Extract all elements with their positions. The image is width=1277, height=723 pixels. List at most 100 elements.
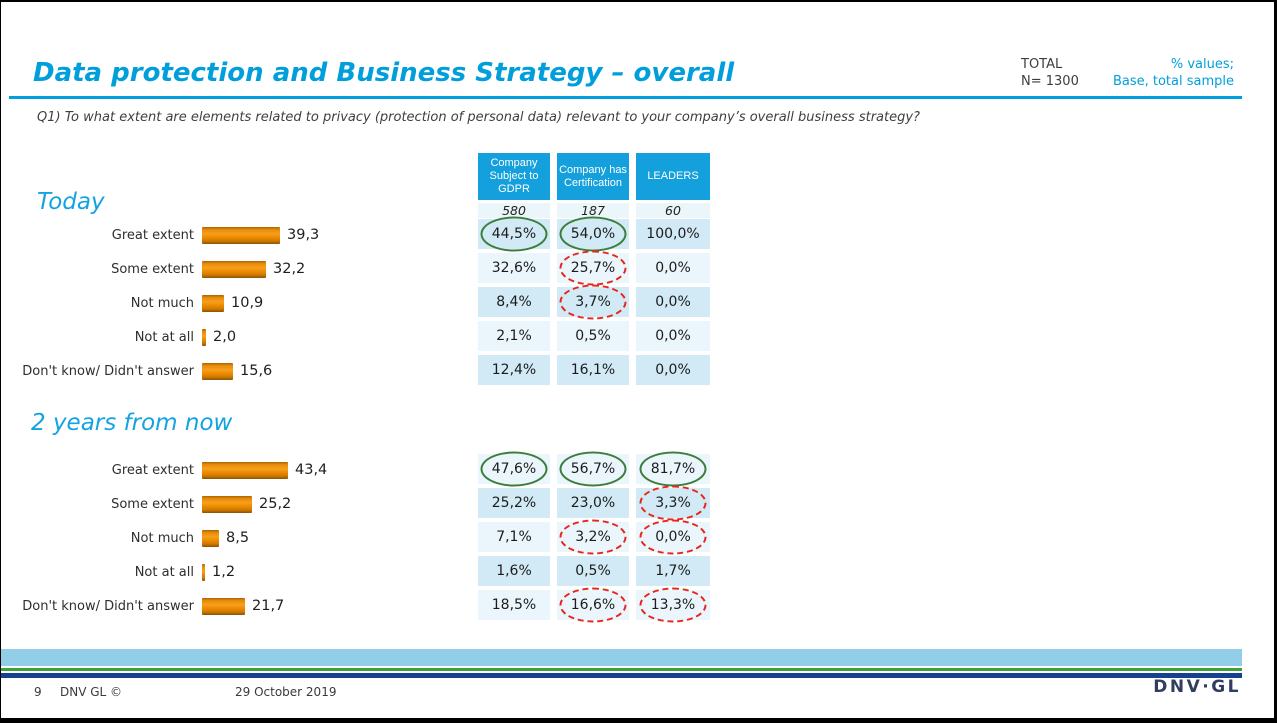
category-label: Don't know/ Didn't answer (22, 363, 194, 379)
value-cell: 2,1% (478, 321, 550, 351)
value-cell: 12,4% (478, 355, 550, 385)
value-cell: 0,5% (557, 556, 629, 586)
value-cell: 0,0% (636, 287, 710, 317)
category-label: Not much (130, 530, 194, 546)
significant-low-ellipse (559, 519, 627, 555)
value-cell: 25,2% (478, 488, 550, 518)
significant-high-ellipse (480, 451, 548, 487)
bar-value: 21,7 (252, 598, 285, 614)
question-text: Q1) To what extent are elements related … (37, 110, 920, 125)
value-cell: 0,0% (636, 519, 710, 555)
column-header: Company has Certification (557, 153, 629, 200)
significant-low-ellipse (639, 485, 707, 521)
significant-low-ellipse (639, 587, 707, 623)
values-note-block: % values; Base, total sample (1086, 56, 1234, 90)
value-cell: 100,0% (636, 219, 710, 249)
chart-row: Not at all 1,2 (1, 555, 477, 589)
slide-date: 29 October 2019 (235, 685, 337, 699)
bar (202, 597, 245, 615)
value-cell: 0,0% (636, 321, 710, 351)
bar-value: 25,2 (259, 496, 292, 512)
bar (202, 362, 233, 380)
table-values-2-years: 47,6% 56,7% 81,7% 25,2% 23,0% 3,3% 7,1% 3,2% 0,0… (478, 451, 710, 623)
value-cell: 13,3% (636, 587, 710, 623)
section-title-today: Today (37, 189, 105, 215)
value-cell: 3,3% (636, 485, 710, 521)
category-label: Don't know/ Didn't answer (22, 598, 194, 614)
bar (202, 563, 205, 581)
total-label: TOTAL (1021, 57, 1063, 72)
bar-chart-2-years: Great extent 43,4 Some extent 25,2 Not much 8… (1, 453, 477, 623)
footer-band-lightblue (1, 649, 1242, 666)
bar (202, 328, 206, 346)
column-header: Company Subject to GDPR (478, 153, 550, 200)
column-header: LEADERS (636, 153, 710, 200)
significant-low-ellipse (559, 284, 627, 320)
section-title-2-years: 2 years from now (31, 410, 233, 436)
category-label: Some extent (111, 496, 194, 512)
bar-value: 10,9 (231, 295, 264, 311)
total-sample-block: TOTAL N= 1300 (1021, 56, 1079, 90)
table-header-row: Company Subject to GDPR Company has Certi… (478, 153, 710, 200)
value-cell: 54,0% (557, 216, 629, 252)
values-note-line1: % values; (1170, 57, 1234, 72)
bar-chart-today: Great extent 39,3 Some extent 32,2 Not much 1… (1, 218, 477, 388)
significant-low-ellipse (639, 519, 707, 555)
category-label: Not at all (134, 329, 194, 345)
category-label: Some extent (111, 261, 194, 277)
significant-high-ellipse (559, 451, 627, 487)
bar (202, 495, 252, 513)
column-base-count: 187 (557, 203, 629, 218)
bar-value: 15,6 (240, 363, 273, 379)
page-number: 9 (34, 685, 42, 699)
chart-row: Some extent 25,2 (1, 487, 477, 521)
category-label: Great extent (111, 227, 194, 243)
significant-high-ellipse (559, 216, 627, 252)
column-base-count: 60 (636, 203, 710, 218)
bar-value: 8,5 (226, 530, 250, 546)
total-n-value: N= 1300 (1021, 74, 1079, 89)
value-cell: 7,1% (478, 522, 550, 552)
title-underline (9, 96, 1242, 99)
value-cell: 1,6% (478, 556, 550, 586)
page-title: Data protection and Business Strategy – … (33, 58, 735, 88)
significant-low-ellipse (559, 587, 627, 623)
category-label: Great extent (111, 462, 194, 478)
chart-row: Not much 10,9 (1, 286, 477, 320)
value-cell: 0,0% (636, 355, 710, 385)
bar (202, 294, 224, 312)
significant-high-ellipse (480, 216, 548, 252)
table-values-today: 44,5% 54,0% 100,0% 32,6% 25,7% 0,0% 8,4% 3,7% 0,… (478, 216, 710, 385)
value-cell: 81,7% (636, 451, 710, 487)
values-note-line2: Base, total sample (1112, 74, 1234, 89)
bar-value: 32,2 (273, 261, 306, 277)
bar-value: 2,0 (213, 329, 237, 345)
significant-high-ellipse (639, 451, 707, 487)
column-base-count: 580 (478, 203, 550, 218)
bar (202, 461, 288, 479)
bar-value: 43,4 (295, 462, 328, 478)
value-cell: 0,5% (557, 321, 629, 351)
bar (202, 529, 219, 547)
category-label: Not much (130, 295, 194, 311)
dnv-gl-logo: DNV·GL (1153, 677, 1241, 697)
chart-row: Don't know/ Didn't answer 21,7 (1, 589, 477, 623)
copyright-text: DNV GL © (60, 685, 123, 699)
value-cell: 3,7% (557, 284, 629, 320)
value-cell: 44,5% (478, 216, 550, 252)
footer-band-navy (1, 673, 1242, 678)
footer-band-green (1, 668, 1242, 671)
bar (202, 226, 280, 244)
chart-row: Some extent 32,2 (1, 252, 477, 286)
bar-value: 1,2 (212, 564, 236, 580)
value-cell: 8,4% (478, 287, 550, 317)
value-cell: 56,7% (557, 451, 629, 487)
value-cell: 16,6% (557, 587, 629, 623)
value-cell: 47,6% (478, 451, 550, 487)
chart-row: Don't know/ Didn't answer 15,6 (1, 354, 477, 388)
table-base-row: 580 187 60 (478, 203, 710, 218)
value-cell: 23,0% (557, 488, 629, 518)
bar (202, 260, 266, 278)
value-cell: 16,1% (557, 355, 629, 385)
